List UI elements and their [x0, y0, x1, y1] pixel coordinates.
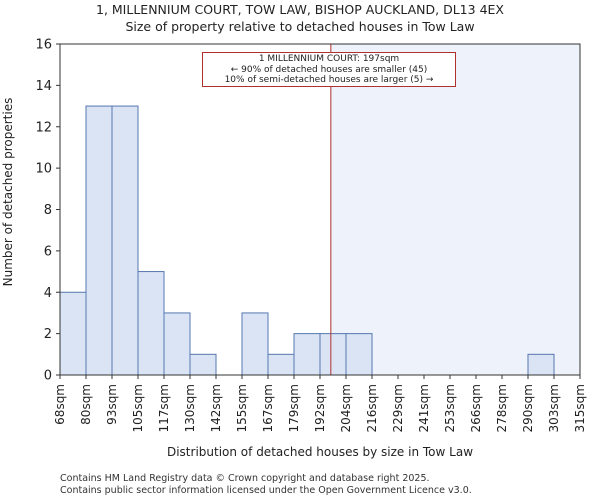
- x-tick-label: 253sqm: [443, 384, 457, 432]
- x-tick-label: 117sqm: [157, 384, 171, 432]
- bar: [85, 105, 113, 376]
- x-tick-label: 192sqm: [313, 384, 327, 432]
- x-tick-label: 204sqm: [339, 384, 353, 432]
- annotation-line-3: 10% of semi-detached houses are larger (…: [224, 75, 434, 85]
- bar: [111, 105, 139, 376]
- highlight-region: [330, 44, 580, 375]
- x-tick-label: 68sqm: [53, 384, 67, 425]
- bar: [241, 312, 269, 376]
- x-tick-label: 216sqm: [365, 384, 379, 432]
- bar: [345, 333, 373, 376]
- bar: [319, 333, 347, 376]
- x-axis-label: Distribution of detached houses by size …: [166, 445, 474, 459]
- y-tick-label: 14: [35, 79, 52, 94]
- x-tick-label: 155sqm: [235, 384, 249, 432]
- y-tick-label: 8: [44, 203, 52, 218]
- y-axis-label: Number of detached properties: [1, 97, 15, 287]
- y-tick-label: 16: [35, 38, 52, 53]
- x-tick-label: 241sqm: [417, 384, 431, 432]
- x-tick-label: 142sqm: [209, 384, 223, 432]
- bar: [189, 353, 217, 376]
- footer-licence: Contains public sector information licen…: [60, 485, 472, 496]
- x-tick-label: 167sqm: [261, 384, 275, 432]
- x-tick-label: 229sqm: [391, 384, 405, 432]
- bar: [293, 333, 321, 376]
- y-tick-label: 6: [44, 244, 52, 259]
- x-tick-label: 179sqm: [287, 384, 301, 432]
- annotation-line-1: 1 MILLENNIUM COURT: 197sqm: [258, 54, 400, 64]
- chart-subtitle: Size of property relative to detached ho…: [125, 19, 475, 34]
- x-tick-label: 80sqm: [79, 384, 93, 425]
- bar: [59, 291, 87, 376]
- x-tick-label: 278sqm: [495, 384, 509, 432]
- y-tick-label: 12: [35, 120, 52, 135]
- annotation-line-2: ← 90% of detached houses are smaller (45…: [230, 64, 428, 75]
- x-tick-label: 130sqm: [183, 384, 197, 432]
- x-tick-label: 290sqm: [521, 384, 535, 432]
- y-tick-label: 10: [35, 162, 52, 177]
- property-annotation-box: 1 MILLENNIUM COURT: 197sqm ← 90% of deta…: [202, 52, 456, 87]
- x-tick-label: 93sqm: [105, 384, 119, 425]
- bar: [267, 353, 295, 376]
- bar: [163, 312, 191, 376]
- y-tick-label: 2: [44, 327, 52, 342]
- x-tick-label: 105sqm: [131, 384, 145, 432]
- y-tick-label: 0: [44, 369, 52, 384]
- footer-copyright: Contains HM Land Registry data © Crown c…: [60, 473, 430, 484]
- x-tick-label: 266sqm: [469, 384, 483, 432]
- x-tick-label: 315sqm: [573, 384, 587, 432]
- y-tick-label: 4: [44, 286, 52, 301]
- chart-title-line1: 1, MILLENNIUM COURT, TOW LAW, BISHOP AUC…: [96, 2, 504, 17]
- x-tick-label: 303sqm: [547, 384, 561, 432]
- bar: [137, 271, 165, 376]
- bar: [527, 353, 555, 376]
